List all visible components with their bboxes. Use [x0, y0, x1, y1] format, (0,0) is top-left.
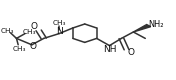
Text: O: O — [31, 22, 38, 30]
Text: O: O — [29, 42, 36, 51]
Text: CH₃: CH₃ — [13, 46, 26, 52]
Text: O: O — [127, 48, 134, 57]
Text: CH₃: CH₃ — [0, 28, 14, 34]
Text: CH₃: CH₃ — [23, 29, 36, 35]
Text: NH: NH — [103, 45, 117, 54]
Text: NH₂: NH₂ — [149, 20, 164, 29]
Text: CH₃: CH₃ — [52, 20, 66, 26]
Text: N: N — [56, 27, 62, 36]
Polygon shape — [133, 25, 151, 32]
